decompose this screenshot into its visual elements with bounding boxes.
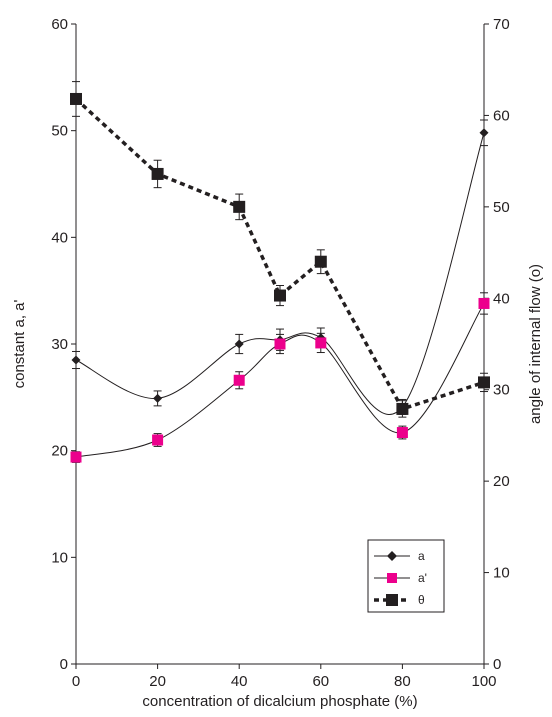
series-line <box>75 303 485 458</box>
data-point <box>315 337 327 349</box>
data-point <box>397 402 407 412</box>
data-point <box>233 200 246 213</box>
data-point <box>479 128 489 138</box>
legend-item: θ <box>374 593 425 607</box>
left-y-ticks: 0 10 20 30 40 50 60 <box>51 16 76 673</box>
right-tick-label: 20 <box>493 473 510 490</box>
left-tick-label: 30 <box>51 336 68 353</box>
series-2 <box>70 81 490 418</box>
y2-axis-title: angle of internal flow (o) <box>527 264 544 424</box>
series-layer <box>70 81 490 463</box>
right-tick-label: 10 <box>493 565 510 582</box>
legend-label: a <box>418 549 425 563</box>
data-point <box>274 289 286 302</box>
left-tick-label: 20 <box>51 443 68 460</box>
legend-marker <box>387 551 397 561</box>
x-axis-title: concentration of dicalcium phosphate (%) <box>142 693 417 710</box>
x-tick-label: 20 <box>149 673 166 690</box>
left-tick-label: 60 <box>51 16 68 33</box>
data-point <box>274 338 286 350</box>
legend-label: θ <box>418 593 425 607</box>
right-tick-label: 0 <box>493 656 501 673</box>
legend: a a' θ <box>367 539 445 613</box>
right-tick-label: 30 <box>493 382 510 399</box>
right-y-ticks: 0 10 20 30 40 50 60 70 <box>484 16 510 673</box>
data-point <box>314 255 327 268</box>
data-point <box>152 434 164 446</box>
series-1 <box>70 292 490 463</box>
legend-marker <box>386 594 398 606</box>
x-tick-label: 80 <box>394 673 411 690</box>
left-tick-label: 40 <box>51 229 68 246</box>
right-tick-label: 60 <box>493 107 510 124</box>
x-tick-label: 40 <box>231 673 248 690</box>
x-tick-label: 100 <box>471 673 496 690</box>
legend-item: a' <box>374 571 427 585</box>
left-tick-label: 10 <box>51 549 68 566</box>
right-tick-label: 70 <box>493 16 510 33</box>
data-point <box>396 427 408 439</box>
series-0 <box>71 119 489 415</box>
x-ticks: 0 20 40 60 80 100 <box>72 664 497 690</box>
data-point <box>234 339 244 349</box>
right-tick-label: 40 <box>493 290 510 307</box>
data-point <box>70 92 82 105</box>
series-line <box>75 132 485 415</box>
legend-item: a <box>374 549 425 563</box>
data-point <box>70 451 82 463</box>
data-point <box>233 374 245 386</box>
data-point <box>478 376 490 389</box>
x-tick-label: 60 <box>312 673 329 690</box>
x-tick-label: 0 <box>72 673 80 690</box>
left-tick-label: 0 <box>60 656 68 673</box>
data-point <box>151 167 164 180</box>
left-tick-label: 50 <box>51 123 68 140</box>
data-point <box>153 393 163 403</box>
data-point <box>71 355 81 365</box>
right-tick-label: 50 <box>493 199 510 216</box>
data-point <box>478 297 490 309</box>
legend-label: a' <box>418 571 427 585</box>
y-axis-title: constant a, a' <box>11 299 28 388</box>
legend-marker <box>387 573 397 583</box>
